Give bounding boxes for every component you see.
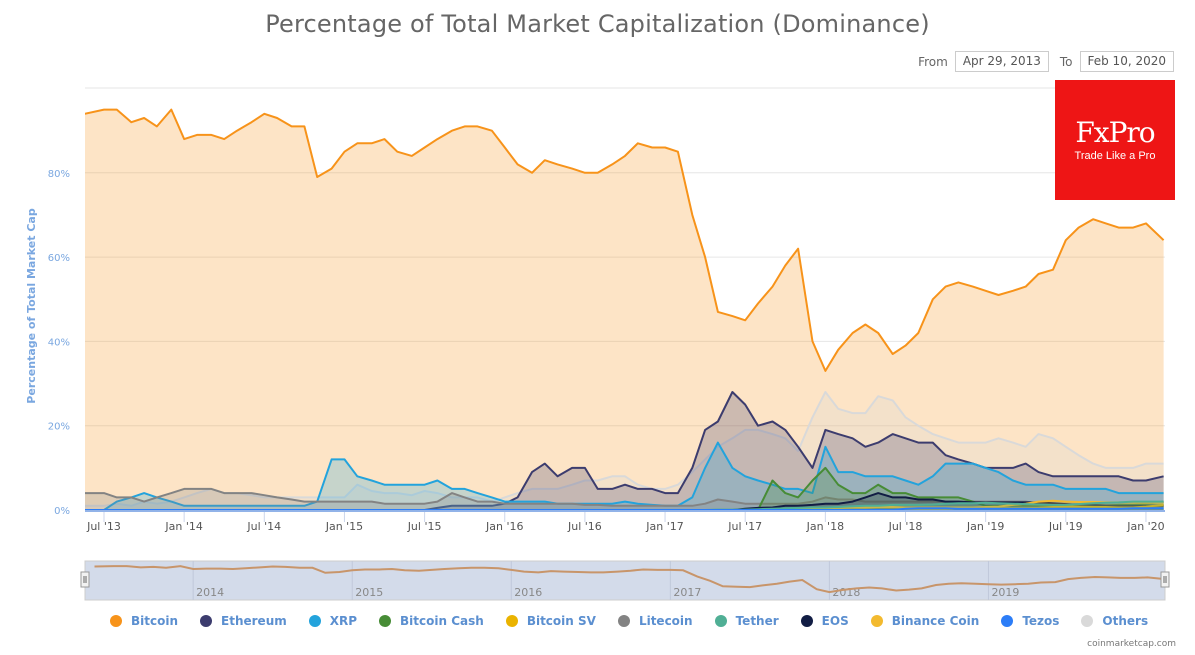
legend-label: Bitcoin SV [526, 614, 596, 628]
navigator-year-label: 2014 [196, 586, 224, 599]
legend-label: XRP [329, 614, 358, 628]
series-areas [85, 108, 1165, 510]
navigator-right-handle[interactable] [1160, 571, 1170, 588]
ad-tagline: Trade Like a Pro [1074, 150, 1156, 162]
area-ethereum [85, 392, 1164, 510]
navigator-bitcoin-line [94, 565, 1166, 594]
line-tether [85, 500, 1164, 510]
legend-marker-icon [110, 615, 122, 627]
y-tick-label: 60% [48, 253, 70, 264]
date-range-selector: From Apr 29, 2013 To Feb 10, 2020 [918, 51, 1174, 72]
legend-item-litecoin[interactable]: Litecoin [617, 614, 693, 628]
legend-marker-icon [1001, 615, 1014, 627]
y-tick-label: 40% [48, 337, 70, 348]
ad-brand: FxPro [1075, 116, 1155, 149]
legend-marker-icon [714, 615, 727, 627]
x-tick-label: Jan '15 [325, 520, 363, 533]
legend-item-bitcoin-sv[interactable]: Bitcoin SV [505, 614, 596, 628]
legend-marker-icon [505, 615, 518, 627]
x-tick-label: Jan '20 [1126, 520, 1164, 533]
area-others [85, 392, 1164, 510]
legend-label: Tether [735, 614, 779, 628]
series-group [85, 108, 1165, 510]
legend-label: Others [1102, 614, 1149, 628]
x-tick-label: Jan '16 [485, 520, 523, 533]
fxpro-ad-logo[interactable]: FxPro Trade Like a Pro [1055, 80, 1175, 200]
legend-label: Bitcoin [131, 614, 179, 628]
x-tick-label: Jul '18 [888, 520, 923, 533]
navigator-year-label: 2016 [514, 586, 542, 599]
y-tick-label: 80% [48, 169, 70, 180]
handle-box[interactable] [1160, 571, 1170, 588]
navigator-year-label: 2015 [355, 586, 383, 599]
area-bitcoin [85, 109, 1164, 510]
legend: Bitcoin Ethereum XRP Bitcoin Cash Bitcoin SV… [110, 614, 1170, 628]
legend-item-bitcoin[interactable]: Bitcoin [110, 614, 178, 628]
legend-label: Tezos [1022, 614, 1060, 628]
x-tick-label: Jul '14 [246, 520, 281, 533]
legend-marker-icon [800, 615, 813, 627]
handle-box[interactable] [80, 571, 90, 588]
x-tick-label: Jul '16 [567, 520, 602, 533]
legend-item-binance-coin[interactable]: Binance Coin [870, 614, 980, 628]
grid-lines [85, 87, 1165, 427]
legend-label: Litecoin [638, 614, 693, 628]
navigator-year-label: 2017 [673, 586, 701, 599]
x-tick-label: Jul '19 [1048, 520, 1083, 533]
line-binance-coin [85, 499, 1164, 510]
legend-label: Bitcoin Cash [400, 614, 484, 628]
legend-marker-icon [870, 615, 883, 627]
navigator-left-handle[interactable] [80, 571, 90, 588]
x-tick-label: Jan '14 [164, 520, 202, 533]
line-others [85, 391, 1164, 507]
x-tick-label: Jul '15 [407, 520, 442, 533]
chart-title: Percentage of Total Market Capitalizatio… [265, 10, 930, 38]
x-axis: Jul '13 Jan '14 Jul '14 Jan '15 Jul '15 Jan '… [85, 510, 1165, 533]
legend-item-ethereum[interactable]: Ethereum [200, 614, 287, 628]
legend-label: EOS [821, 614, 849, 628]
legend-marker-icon [379, 615, 392, 627]
legend-item-eos[interactable]: EOS [800, 614, 849, 628]
y-tick-label: 0% [54, 506, 70, 517]
area-bitcoin-cash [85, 467, 1164, 510]
legend-label: Ethereum [221, 614, 287, 628]
area-tether [85, 501, 1164, 510]
legend-item-tezos[interactable]: Tezos [1001, 614, 1059, 628]
navigator: 2014 2015 2016 2017 2018 2019 [80, 560, 1170, 601]
line-bitcoin-cash [85, 466, 1164, 510]
credit-link[interactable]: coinmarketcap.com [1087, 639, 1176, 649]
from-label: From [918, 54, 948, 69]
line-bitcoin [85, 108, 1165, 372]
navigator-year-label: 2019 [991, 586, 1019, 599]
x-tick-label: Jul '17 [727, 520, 762, 533]
to-label: To [1059, 54, 1073, 69]
legend-item-others[interactable]: Others [1081, 614, 1148, 628]
legend-item-bitcoin-cash[interactable]: Bitcoin Cash [379, 614, 484, 628]
legend-marker-icon [1081, 615, 1094, 627]
x-tick-label: Jan '19 [966, 520, 1004, 533]
legend-label: Binance Coin [891, 614, 980, 628]
y-tick-label: 20% [48, 422, 70, 433]
to-date-input[interactable]: Feb 10, 2020 [1079, 51, 1174, 72]
line-xrp [85, 441, 1164, 510]
x-tick-label: Jan '17 [645, 520, 683, 533]
legend-item-tether[interactable]: Tether [714, 614, 779, 628]
x-tick-label: Jan '18 [806, 520, 844, 533]
legend-item-xrp[interactable]: XRP [308, 614, 358, 628]
from-date-input[interactable]: Apr 29, 2013 [954, 51, 1049, 72]
line-tezos [85, 507, 1164, 510]
legend-marker-icon [200, 615, 213, 627]
legend-marker-icon [617, 615, 630, 627]
x-tick-label: Jul '13 [86, 520, 121, 533]
y-axis-title: Percentage of Total Market Cap [25, 208, 38, 404]
legend-marker-icon [308, 615, 321, 627]
y-axis: 0% 20% 40% 60% 80% [48, 169, 70, 517]
